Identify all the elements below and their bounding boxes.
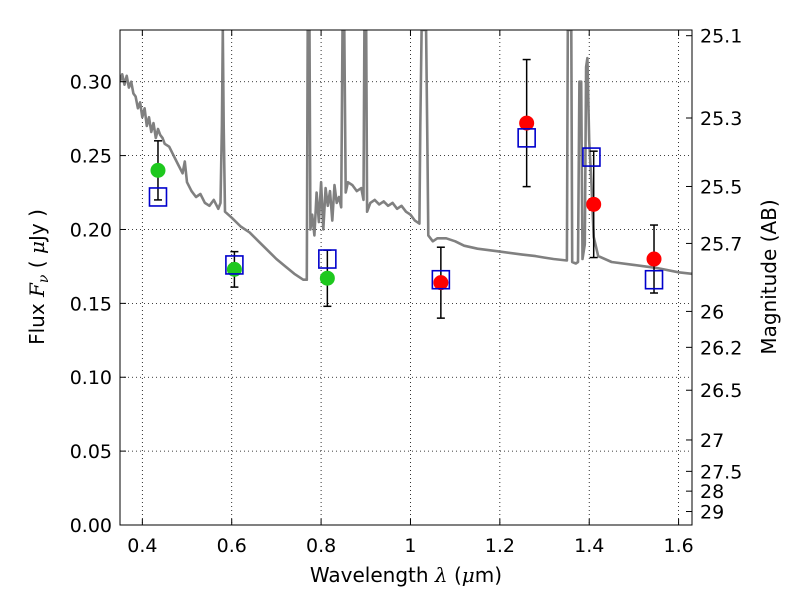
y2-tick-label: 26 [700,301,724,323]
red-point [646,251,662,267]
y2-tick-label: 27 [700,430,724,452]
y-tick-label: 0.05 [70,441,112,463]
y-tick-label: 0.10 [70,367,112,389]
x-tick-label: 0.4 [127,535,157,557]
y2-tick-label: 28 [700,481,724,503]
model-square [582,147,601,167]
x-axis-label: Wavelength λ (μm) [310,563,502,587]
model-square [431,269,451,290]
red-point [433,275,449,291]
y2-tick-label: 25.5 [700,176,742,198]
y2-tick-label: 25.7 [700,233,742,255]
ticks: 0.4 0.6 0.8 1 1.2 1.4 1.6 0.00 0.05 0.10 0.15 0.20 0… [70,26,743,557]
y-axis-label: Flux Fν ( μJy ) [25,209,52,345]
red-point [519,115,535,131]
y2-tick-label: 25.1 [700,26,742,48]
x-tick-label: 1.6 [663,535,693,557]
x-tick-label: 0.6 [217,535,247,557]
y2-tick-label: 25.3 [700,108,742,130]
y-tick-label: 0.30 [70,72,112,94]
model-square [225,255,244,275]
markers [148,58,664,319]
y-tick-label: 0.15 [70,293,112,315]
model-square [644,269,664,290]
y2-tick-label: 26.5 [700,380,742,402]
red-point [586,196,602,212]
model-square [517,128,536,148]
x-tick-label: 1 [404,535,416,557]
y2-tick-label: 29 [700,502,724,524]
grid [120,30,692,526]
model-square [318,249,337,269]
model-square [148,187,168,207]
y-tick-label: 0.25 [70,146,112,168]
y2-tick-label: 26.2 [700,337,742,359]
green-point [226,261,242,277]
x-tick-label: 1.4 [574,535,604,557]
sed-curve [120,30,692,282]
y-tick-label: 0.20 [70,219,112,241]
y-tick-label: 0.00 [70,515,112,537]
green-point [150,162,166,178]
x-tick-label: 0.8 [306,535,336,557]
sed-curve-group [120,30,692,282]
y2-axis-label: Magnitude (AB) [757,199,781,354]
plot-frame [119,29,693,526]
green-point [319,270,335,286]
y2-tick-label: 27.5 [700,461,742,483]
x-tick-label: 1.2 [485,535,515,557]
